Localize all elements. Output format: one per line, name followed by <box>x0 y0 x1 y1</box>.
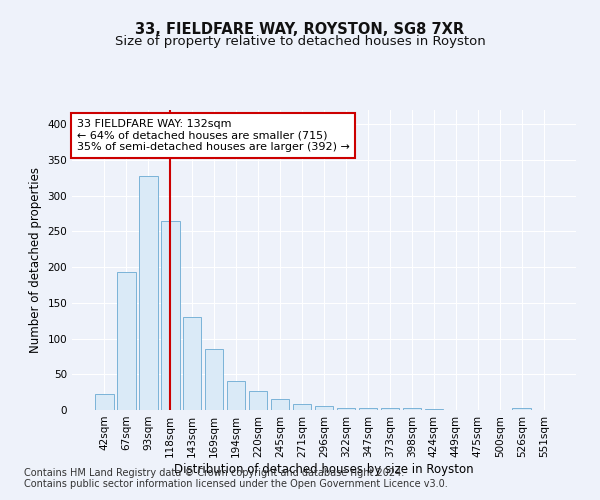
Bar <box>227 382 245 410</box>
Bar <box>293 404 311 410</box>
Y-axis label: Number of detached properties: Number of detached properties <box>29 167 42 353</box>
Text: Size of property relative to detached houses in Royston: Size of property relative to detached ho… <box>115 35 485 48</box>
Bar <box>314 406 334 410</box>
Bar <box>380 408 399 410</box>
Bar <box>249 390 268 410</box>
Bar <box>161 220 179 410</box>
Bar <box>95 394 113 410</box>
Bar <box>139 176 158 410</box>
Text: 33, FIELDFARE WAY, ROYSTON, SG8 7XR: 33, FIELDFARE WAY, ROYSTON, SG8 7XR <box>136 22 464 38</box>
Bar <box>337 408 355 410</box>
Bar <box>205 350 223 410</box>
Text: Contains HM Land Registry data © Crown copyright and database right 2024.: Contains HM Land Registry data © Crown c… <box>24 468 404 477</box>
Text: Contains public sector information licensed under the Open Government Licence v3: Contains public sector information licen… <box>24 479 448 489</box>
Text: 33 FIELDFARE WAY: 132sqm
← 64% of detached houses are smaller (715)
35% of semi-: 33 FIELDFARE WAY: 132sqm ← 64% of detach… <box>77 119 350 152</box>
Bar <box>425 408 443 410</box>
Bar <box>117 272 136 410</box>
Bar <box>183 317 202 410</box>
Bar <box>359 408 377 410</box>
Bar <box>403 408 421 410</box>
Bar <box>512 408 531 410</box>
X-axis label: Distribution of detached houses by size in Royston: Distribution of detached houses by size … <box>174 462 474 475</box>
Bar <box>271 400 289 410</box>
